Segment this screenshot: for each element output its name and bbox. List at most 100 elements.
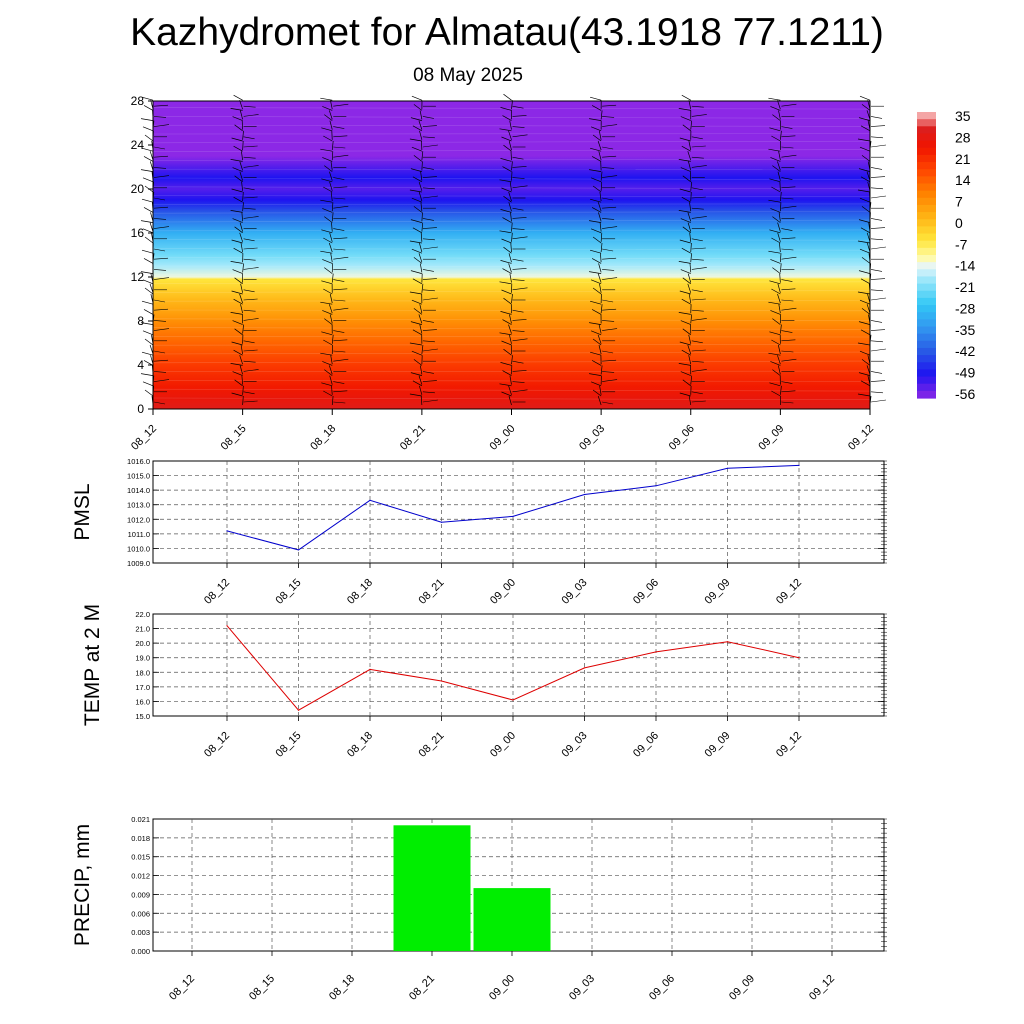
x-tick-label: 08_21	[417, 730, 447, 760]
wind-barb-flag	[861, 104, 871, 111]
wind-barb-flag	[411, 299, 423, 305]
data-point	[512, 515, 514, 518]
wind-barb-flag	[333, 237, 348, 240]
wind-barb-flag	[691, 340, 703, 344]
contour-line	[152, 336, 871, 338]
wind-barb-flag	[502, 268, 512, 274]
wind-barb-staff	[420, 232, 423, 242]
wind-barb-flag	[333, 135, 348, 138]
x-tick-label: 08_15	[219, 423, 249, 453]
wind-barb-flag	[500, 158, 512, 162]
wind-barb-flag	[870, 289, 884, 292]
contour-line	[152, 186, 871, 190]
wind-barb-flag	[602, 146, 614, 150]
wind-barb-flag	[502, 319, 512, 325]
wind-barb-flag	[503, 246, 512, 254]
wind-barb-flag	[772, 267, 781, 274]
wind-barb-flag	[422, 380, 437, 382]
wind-barb-flag	[422, 399, 438, 403]
wind-barb-flag	[691, 247, 706, 250]
x-tick-label: 08_21	[417, 577, 447, 607]
wind-barb-flag	[503, 195, 512, 203]
wind-barb-flag	[512, 338, 528, 342]
wind-barb-flag	[333, 390, 348, 393]
colorbar-segment	[917, 219, 936, 227]
colorbar-segment	[917, 204, 936, 213]
colorbar-segment	[917, 154, 936, 163]
contour-line	[152, 273, 871, 276]
plot-frame	[152, 460, 885, 564]
wind-barb-flag	[333, 279, 345, 282]
colorbar-segment	[917, 119, 936, 127]
wind-barb-staff	[778, 212, 781, 222]
colorbar-segment	[917, 133, 936, 142]
wind-barb-flag	[691, 136, 703, 140]
wind-barb-flag	[243, 258, 256, 261]
wind-barb-flag	[233, 145, 243, 152]
wind-barb-staff	[600, 304, 603, 314]
wind-barb-flag	[682, 277, 691, 285]
x-tick-label: 09_06	[631, 730, 661, 760]
colorbar-segment	[917, 112, 936, 120]
wind-barb-staff	[330, 161, 333, 171]
wind-barb-staff	[329, 171, 333, 181]
y-tick-label: 4	[137, 358, 144, 372]
data-point	[798, 657, 800, 659]
wind-barb-flag	[333, 307, 349, 311]
wind-barb-staff	[777, 100, 781, 110]
wind-barb-flag	[320, 250, 333, 254]
wind-barb-flag	[691, 105, 704, 108]
colorbar-segment	[917, 355, 936, 363]
x-tick-label: 08_12	[129, 423, 159, 453]
data-point	[440, 680, 443, 682]
colorbar-segment	[917, 262, 936, 270]
y-tick-label: 1012.0	[127, 515, 150, 524]
wind-barb-flag	[422, 297, 438, 301]
wind-barb-flag	[781, 186, 796, 189]
wind-barb-flag	[141, 198, 154, 203]
wind-barb-flag	[857, 291, 871, 295]
wind-barb-flag	[770, 310, 781, 315]
wind-barb-flag	[413, 206, 423, 213]
colorbar-segment	[917, 319, 936, 328]
wind-barb-staff	[419, 242, 423, 253]
wind-barb-staff	[331, 385, 333, 395]
wind-barb-flag	[410, 117, 422, 121]
wind-barb-flag	[682, 226, 691, 234]
wind-barb-staff	[600, 232, 603, 242]
y-tick-label: 18.0	[135, 668, 150, 677]
colorbar-segment	[917, 197, 936, 206]
y-axis-label: TEMP at 2 M	[81, 604, 104, 726]
wind-barb-flag	[153, 257, 169, 260]
x-tick-label: 08_21	[407, 973, 437, 1003]
wind-barb-flag	[333, 103, 349, 107]
colorbar-segment	[917, 247, 936, 256]
wind-barb-staff	[419, 130, 423, 140]
wind-barb-flag	[243, 400, 258, 403]
wind-barb-flag	[153, 124, 170, 127]
wind-barb-flag	[410, 372, 422, 376]
wind-barb-flag	[691, 207, 704, 210]
wind-barb-flag	[323, 288, 333, 295]
wind-barb-flag	[144, 338, 154, 346]
wind-barb-flag	[230, 363, 243, 366]
wind-barb-flag	[781, 126, 793, 129]
wind-barb-flag	[602, 218, 615, 220]
wind-barb-flag	[142, 381, 154, 387]
wind-barb-flag	[591, 207, 602, 213]
wind-barb-flag	[141, 147, 154, 152]
wind-barb-staff	[777, 171, 781, 181]
wind-barb-flag	[769, 331, 781, 336]
wind-barb-flag	[140, 271, 154, 274]
wind-barb-staff	[510, 151, 512, 161]
wind-barb-flag	[870, 246, 887, 250]
data-point	[297, 549, 300, 551]
wind-barb-staff	[598, 130, 602, 140]
wind-barb-flag	[870, 380, 886, 382]
wind-barb-flag	[412, 125, 423, 132]
contour-line	[152, 256, 871, 260]
colorbar-segment	[917, 126, 936, 135]
wind-barb-flag	[501, 289, 512, 295]
wind-barb-flag	[243, 289, 255, 293]
wind-barb-flag	[333, 256, 349, 260]
